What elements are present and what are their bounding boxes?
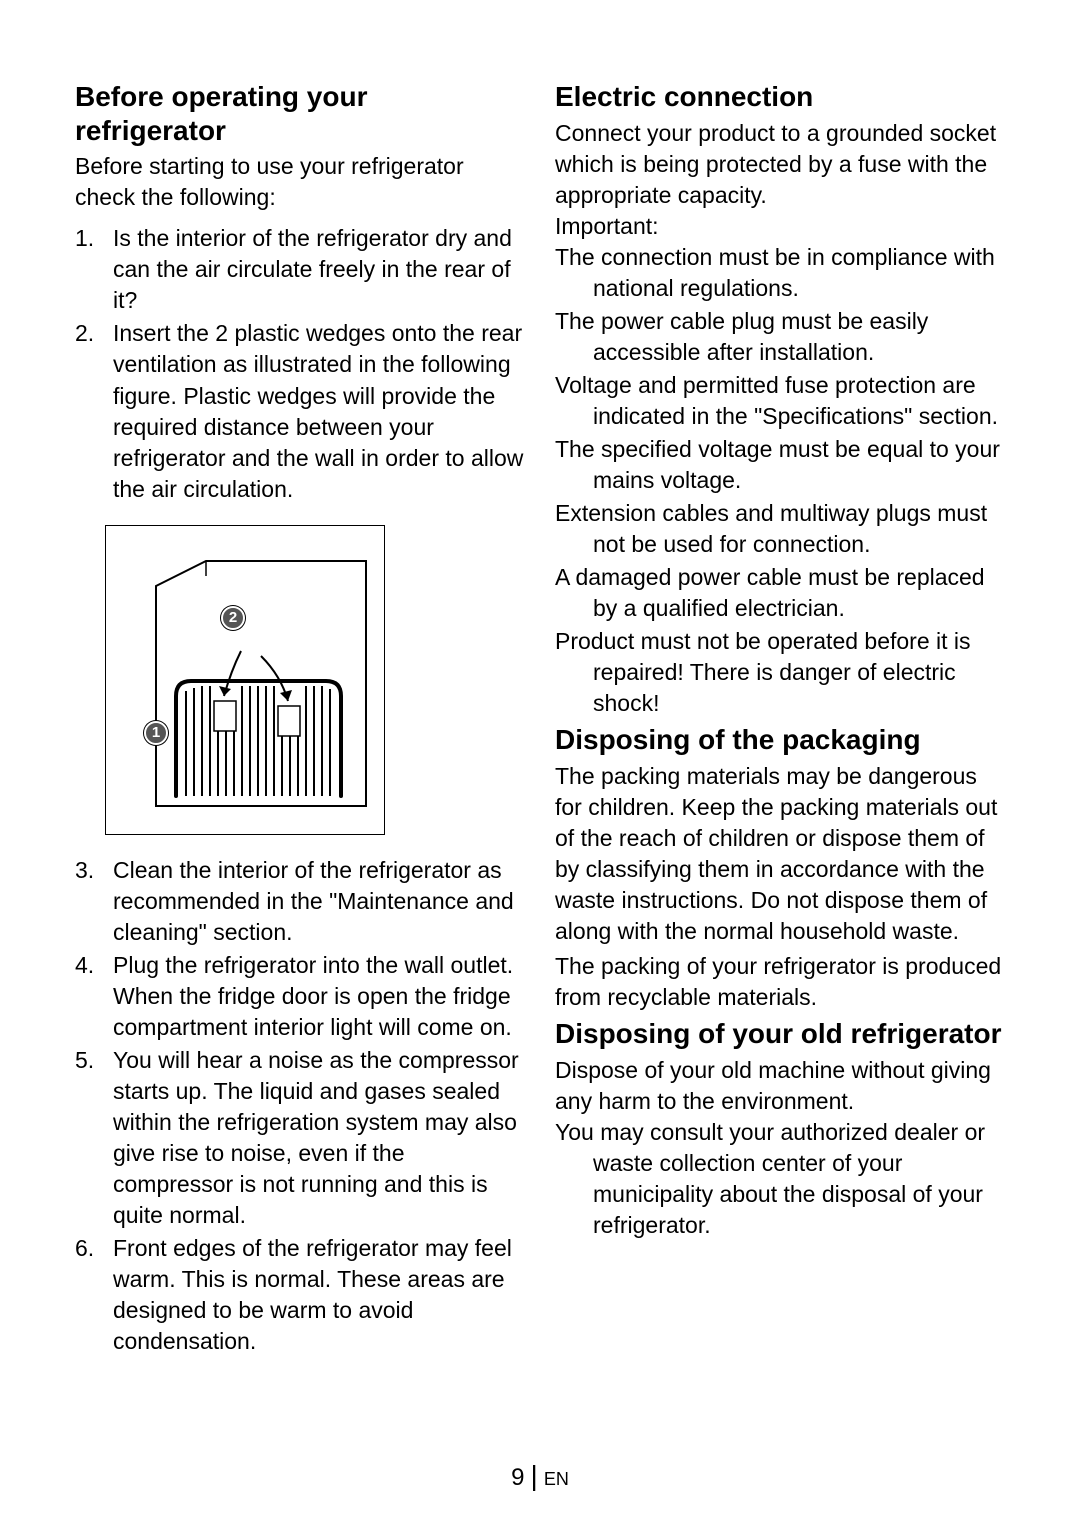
old-fridge-bullets: You may consult your authorized dealer o… (555, 1117, 1005, 1241)
list-item: The connection must be in compliance wit… (555, 242, 1005, 304)
left-column: Before operating your refrigerator Befor… (75, 80, 525, 1359)
language-code: EN (544, 1469, 569, 1489)
list-item: Product must not be operated before it i… (555, 626, 1005, 719)
heading-disposing-packaging: Disposing of the packaging (555, 723, 1005, 757)
list-item: A damaged power cable must be replaced b… (555, 562, 1005, 624)
callout-1: 1 (144, 721, 168, 745)
packaging-para1: The packing materials may be dangerous f… (555, 761, 1005, 947)
list-item: Is the interior of the refrigerator dry … (75, 223, 525, 316)
fridge-back-svg (146, 556, 376, 816)
list-item: You will hear a noise as the compressor … (75, 1045, 525, 1231)
content-columns: Before operating your refrigerator Befor… (75, 80, 1005, 1359)
footer-divider: | (531, 1460, 538, 1491)
intro-text: Before starting to use your refrigerator… (75, 151, 525, 213)
list-item: Plug the refrigerator into the wall outl… (75, 950, 525, 1043)
electric-para: Connect your product to a grounded socke… (555, 118, 1005, 211)
list-item: Voltage and permitted fuse protection ar… (555, 370, 1005, 432)
important-label: Important: (555, 211, 1005, 242)
page-number: 9 (511, 1464, 524, 1491)
old-fridge-para: Dispose of your old machine without givi… (555, 1055, 1005, 1117)
heading-electric-connection: Electric connection (555, 80, 1005, 114)
packaging-para2: The packing of your refrigerator is prod… (555, 951, 1005, 1013)
list-item: Insert the 2 plastic wedges onto the rea… (75, 318, 525, 504)
page-footer: 9 | EN (0, 1460, 1080, 1492)
list-item: Extension cables and multiway plugs must… (555, 498, 1005, 560)
callout-2: 2 (221, 606, 245, 630)
list-item: Front edges of the refrigerator may feel… (75, 1233, 525, 1357)
heading-before-operating: Before operating your refrigerator (75, 80, 525, 147)
numbered-list-2: Clean the interior of the refrigerator a… (75, 855, 525, 1358)
heading-disposing-old: Disposing of your old refrigerator (555, 1017, 1005, 1051)
right-column: Electric connection Connect your product… (555, 80, 1005, 1359)
wedge-figure: 2 1 (105, 525, 385, 835)
numbered-list-1: Is the interior of the refrigerator dry … (75, 223, 525, 504)
list-item: The specified voltage must be equal to y… (555, 434, 1005, 496)
list-item: You may consult your authorized dealer o… (555, 1117, 1005, 1241)
list-item: The power cable plug must be easily acce… (555, 306, 1005, 368)
electric-bullets: The connection must be in compliance wit… (555, 242, 1005, 720)
list-item: Clean the interior of the refrigerator a… (75, 855, 525, 948)
